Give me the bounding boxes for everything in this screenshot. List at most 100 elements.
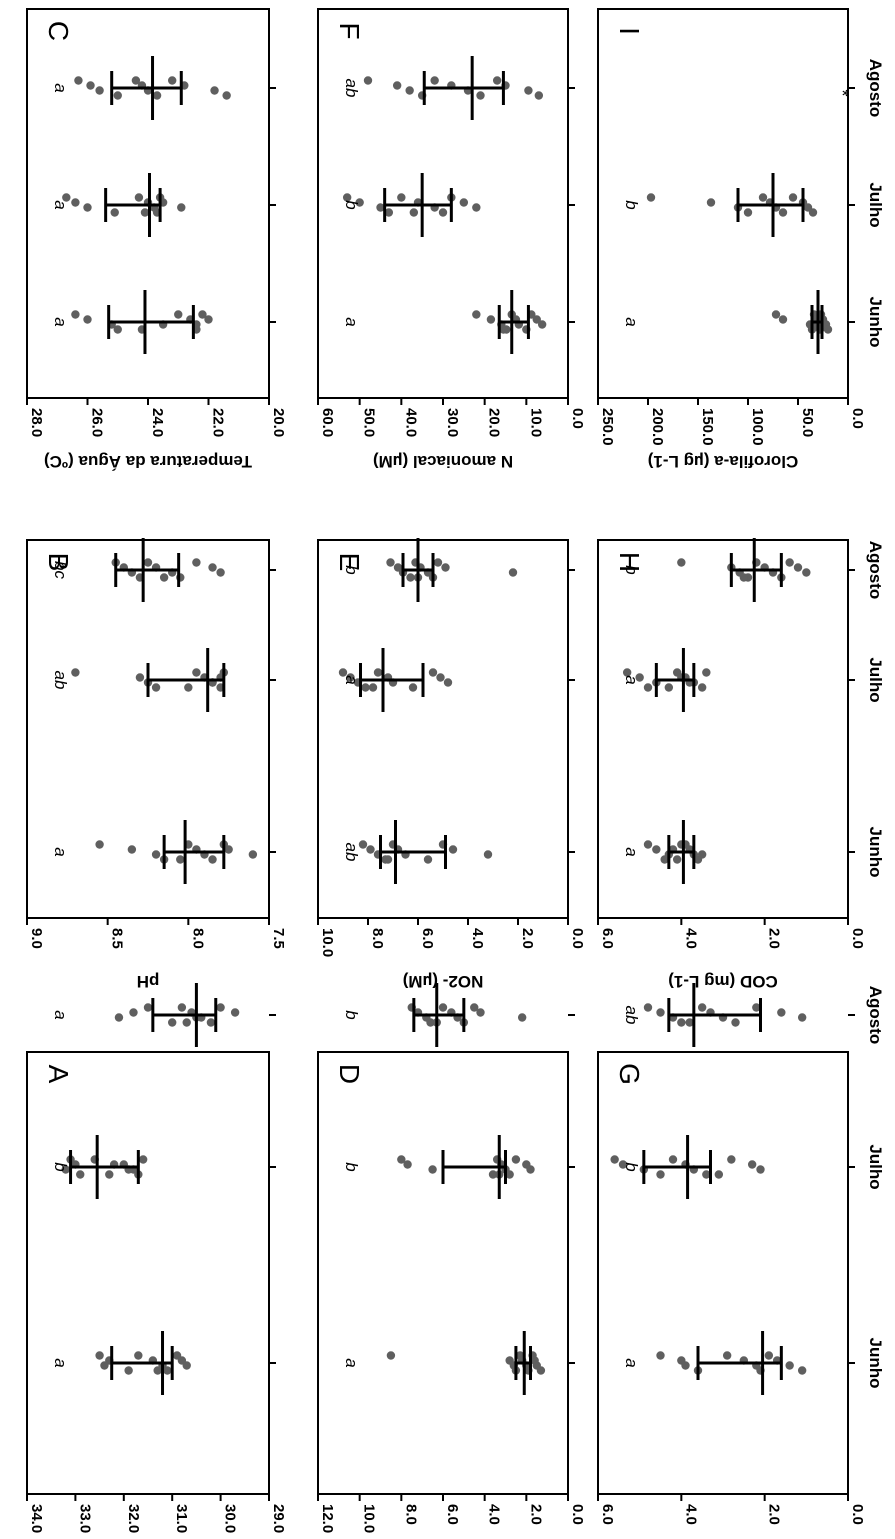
data-point xyxy=(373,668,383,677)
significance-letter: a xyxy=(622,675,641,684)
value-tick-label: 4.0 xyxy=(682,928,699,949)
data-point xyxy=(192,668,201,677)
significance-letter: b xyxy=(622,200,641,209)
panel-letter: B xyxy=(43,553,74,572)
data-point xyxy=(739,573,749,582)
data-point xyxy=(100,1361,109,1370)
data-point xyxy=(71,668,80,677)
data-point xyxy=(681,1361,690,1370)
data-point xyxy=(656,1170,665,1179)
data-point xyxy=(361,683,370,692)
data-point xyxy=(392,81,402,90)
category-label: Agosto xyxy=(866,541,885,600)
data-point xyxy=(152,91,162,100)
data-point xyxy=(426,1018,435,1027)
data-point xyxy=(210,86,219,95)
data-point xyxy=(702,668,711,677)
panel-letter: G xyxy=(614,1063,645,1085)
data-point xyxy=(409,208,419,217)
value-tick-label: 0.0 xyxy=(569,1504,586,1525)
data-point xyxy=(652,845,661,854)
value-tick-label: 50.0 xyxy=(799,408,816,437)
significance-letter: ab xyxy=(342,79,361,98)
plot-frame xyxy=(26,539,270,919)
significance-letter: a xyxy=(342,1358,361,1367)
data-point xyxy=(363,76,373,85)
data-point xyxy=(95,86,104,95)
category-label: Agosto xyxy=(866,59,885,118)
data-point xyxy=(95,1351,104,1360)
data-point xyxy=(536,1366,546,1375)
data-point xyxy=(208,855,217,864)
value-tick-label: 10.0 xyxy=(319,928,336,957)
panel-letter: A xyxy=(43,1065,74,1084)
significance-letter: ab xyxy=(622,1006,641,1025)
data-point xyxy=(441,563,450,572)
data-point xyxy=(168,1018,177,1027)
significance-letter: a xyxy=(51,1010,70,1019)
axis-label: Clorofila-a (µg L-1) xyxy=(648,452,799,471)
value-tick-label: 0.0 xyxy=(569,928,586,949)
panel-letter: H xyxy=(614,552,645,572)
plot-frame xyxy=(597,1051,849,1495)
data-point xyxy=(656,1008,665,1017)
data-point xyxy=(423,855,433,864)
data-point xyxy=(797,1366,807,1375)
data-point xyxy=(618,1160,628,1169)
value-tick-label: 6.0 xyxy=(444,1504,461,1525)
data-point xyxy=(224,845,233,854)
data-point xyxy=(248,850,258,859)
data-point xyxy=(216,568,225,577)
data-point xyxy=(113,325,122,334)
value-tick-label: 32.0 xyxy=(125,1504,142,1533)
data-point xyxy=(511,1155,521,1164)
data-point xyxy=(192,558,201,567)
data-point xyxy=(206,1018,216,1027)
significance-letter: b xyxy=(622,565,641,574)
value-tick-label: 29.0 xyxy=(270,1504,287,1533)
data-point xyxy=(778,315,788,324)
data-point xyxy=(346,673,355,682)
significance-letter: a xyxy=(622,1358,641,1367)
data-point xyxy=(668,1155,678,1164)
plot-frame xyxy=(597,539,849,919)
data-point xyxy=(113,91,122,100)
data-point xyxy=(778,208,788,217)
significance-letter: bc xyxy=(51,561,70,579)
value-tick-label: 8.5 xyxy=(109,928,126,949)
data-point xyxy=(408,683,418,692)
value-tick-label: 0.0 xyxy=(569,408,586,429)
data-point xyxy=(697,850,707,859)
data-point xyxy=(532,315,541,324)
data-point xyxy=(430,76,439,85)
data-point xyxy=(660,855,669,864)
significance-letter: a xyxy=(622,317,641,326)
data-point xyxy=(134,193,144,202)
data-point xyxy=(114,1013,124,1022)
panel-h: 6.0 4.0 2.0 0.0 COD (mg L-1) Ha Junho a Julho b Ag… xyxy=(597,538,885,991)
data-point xyxy=(86,81,95,90)
data-point xyxy=(777,1008,786,1017)
value-tick-label: 2.0 xyxy=(527,1504,544,1525)
data-point xyxy=(384,208,394,217)
data-point xyxy=(505,1170,514,1179)
data-point xyxy=(428,1165,437,1174)
data-point xyxy=(656,1351,665,1360)
data-point xyxy=(499,325,508,334)
category-label: Julho xyxy=(866,182,885,227)
data-point xyxy=(808,208,818,217)
data-point xyxy=(758,193,768,202)
data-point xyxy=(702,1170,711,1179)
value-tick-label: 4.0 xyxy=(469,928,486,949)
panel-letter: E xyxy=(334,553,365,572)
data-point xyxy=(386,558,395,567)
data-point xyxy=(610,1155,619,1164)
significance-letter: a xyxy=(51,317,70,326)
data-point xyxy=(486,315,496,324)
panel-letter: C xyxy=(43,21,74,41)
data-point xyxy=(635,673,644,682)
data-point xyxy=(785,558,794,567)
significance-letter: ab xyxy=(51,671,70,690)
value-tick-label: 26.0 xyxy=(89,408,106,437)
